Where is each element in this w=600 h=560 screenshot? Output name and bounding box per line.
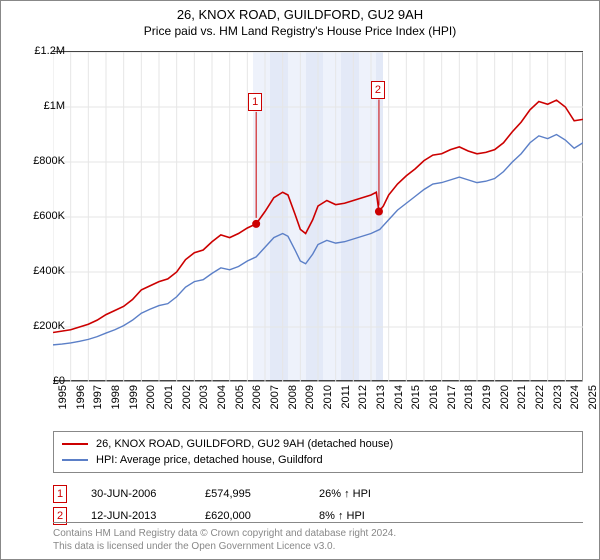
transaction-price: £620,000 (205, 510, 295, 522)
x-tick-label: 1998 (110, 385, 122, 409)
transaction-marker-point (252, 220, 260, 228)
transaction-marker-label: 2 (371, 81, 385, 99)
x-tick-label: 2002 (181, 385, 193, 409)
x-tick-label: 2013 (375, 385, 387, 409)
transaction-delta: 8% ↑ HPI (319, 510, 409, 522)
x-tick-label: 2005 (234, 385, 246, 409)
transactions-table: 130-JUN-2006£574,99526% ↑ HPI212-JUN-201… (53, 483, 583, 527)
x-tick-label: 2008 (287, 385, 299, 409)
transaction-price: £574,995 (205, 488, 295, 500)
chart-container: 26, KNOX ROAD, GUILDFORD, GU2 9AH Price … (0, 0, 600, 560)
x-tick-label: 2001 (163, 385, 175, 409)
legend-block: 26, KNOX ROAD, GUILDFORD, GU2 9AH (detac… (53, 431, 583, 527)
x-tick-label: 2014 (393, 385, 405, 409)
x-tick-label: 2012 (357, 385, 369, 409)
transaction-marker-point (375, 208, 383, 216)
title-block: 26, KNOX ROAD, GUILDFORD, GU2 9AH Price … (1, 1, 599, 40)
footer-line-1: Contains HM Land Registry data © Crown c… (53, 527, 583, 540)
x-tick-label: 2010 (322, 385, 334, 409)
x-tick-label: 2006 (251, 385, 263, 409)
chart-svg (53, 52, 583, 382)
x-tick-label: 2024 (569, 385, 581, 409)
transaction-date: 30-JUN-2006 (91, 488, 181, 500)
legend-row: HPI: Average price, detached house, Guil… (62, 452, 574, 468)
legend-label: 26, KNOX ROAD, GUILDFORD, GU2 9AH (detac… (96, 438, 393, 450)
x-tick-label: 1996 (75, 385, 87, 409)
footer: Contains HM Land Registry data © Crown c… (53, 522, 583, 553)
y-tick-label: £1.2M (21, 45, 65, 57)
x-tick-label: 2025 (587, 385, 599, 409)
x-tick-label: 2003 (198, 385, 210, 409)
legend-swatch (62, 459, 88, 461)
footer-line-2: This data is licensed under the Open Gov… (53, 540, 583, 553)
y-tick-label: £600K (21, 210, 65, 222)
x-tick-label: 1999 (128, 385, 140, 409)
legend-label: HPI: Average price, detached house, Guil… (96, 454, 323, 466)
x-tick-label: 2022 (534, 385, 546, 409)
transaction-marker-label: 1 (248, 93, 262, 111)
x-tick-label: 2023 (552, 385, 564, 409)
chart-subtitle: Price paid vs. HM Land Registry's House … (1, 24, 599, 38)
y-tick-label: £200K (21, 320, 65, 332)
legend-box: 26, KNOX ROAD, GUILDFORD, GU2 9AH (detac… (53, 431, 583, 473)
legend-swatch (62, 443, 88, 445)
x-tick-label: 2018 (463, 385, 475, 409)
chart-title-address: 26, KNOX ROAD, GUILDFORD, GU2 9AH (1, 7, 599, 22)
transaction-date: 12-JUN-2013 (91, 510, 181, 522)
plot-area (53, 51, 583, 381)
x-tick-label: 2011 (340, 385, 352, 409)
transaction-row: 1 30-JUN-2006 £574,995 26% ↑ HPI (53, 483, 583, 505)
x-tick-label: 1997 (92, 385, 104, 409)
x-tick-label: 2017 (446, 385, 458, 409)
y-tick-label: £800K (21, 155, 65, 167)
transaction-delta: 26% ↑ HPI (319, 488, 409, 500)
x-tick-label: 2009 (304, 385, 316, 409)
x-tick-label: 2021 (516, 385, 528, 409)
x-tick-label: 2004 (216, 385, 228, 409)
x-tick-label: 2015 (410, 385, 422, 409)
x-tick-label: 1995 (57, 385, 69, 409)
x-tick-label: 2020 (499, 385, 511, 409)
x-tick-label: 2019 (481, 385, 493, 409)
x-tick-label: 2000 (145, 385, 157, 409)
x-tick-label: 2016 (428, 385, 440, 409)
x-tick-label: 2007 (269, 385, 281, 409)
y-tick-label: £400K (21, 265, 65, 277)
legend-row: 26, KNOX ROAD, GUILDFORD, GU2 9AH (detac… (62, 436, 574, 452)
y-tick-label: £1M (21, 100, 65, 112)
transaction-row-marker: 1 (53, 485, 67, 503)
